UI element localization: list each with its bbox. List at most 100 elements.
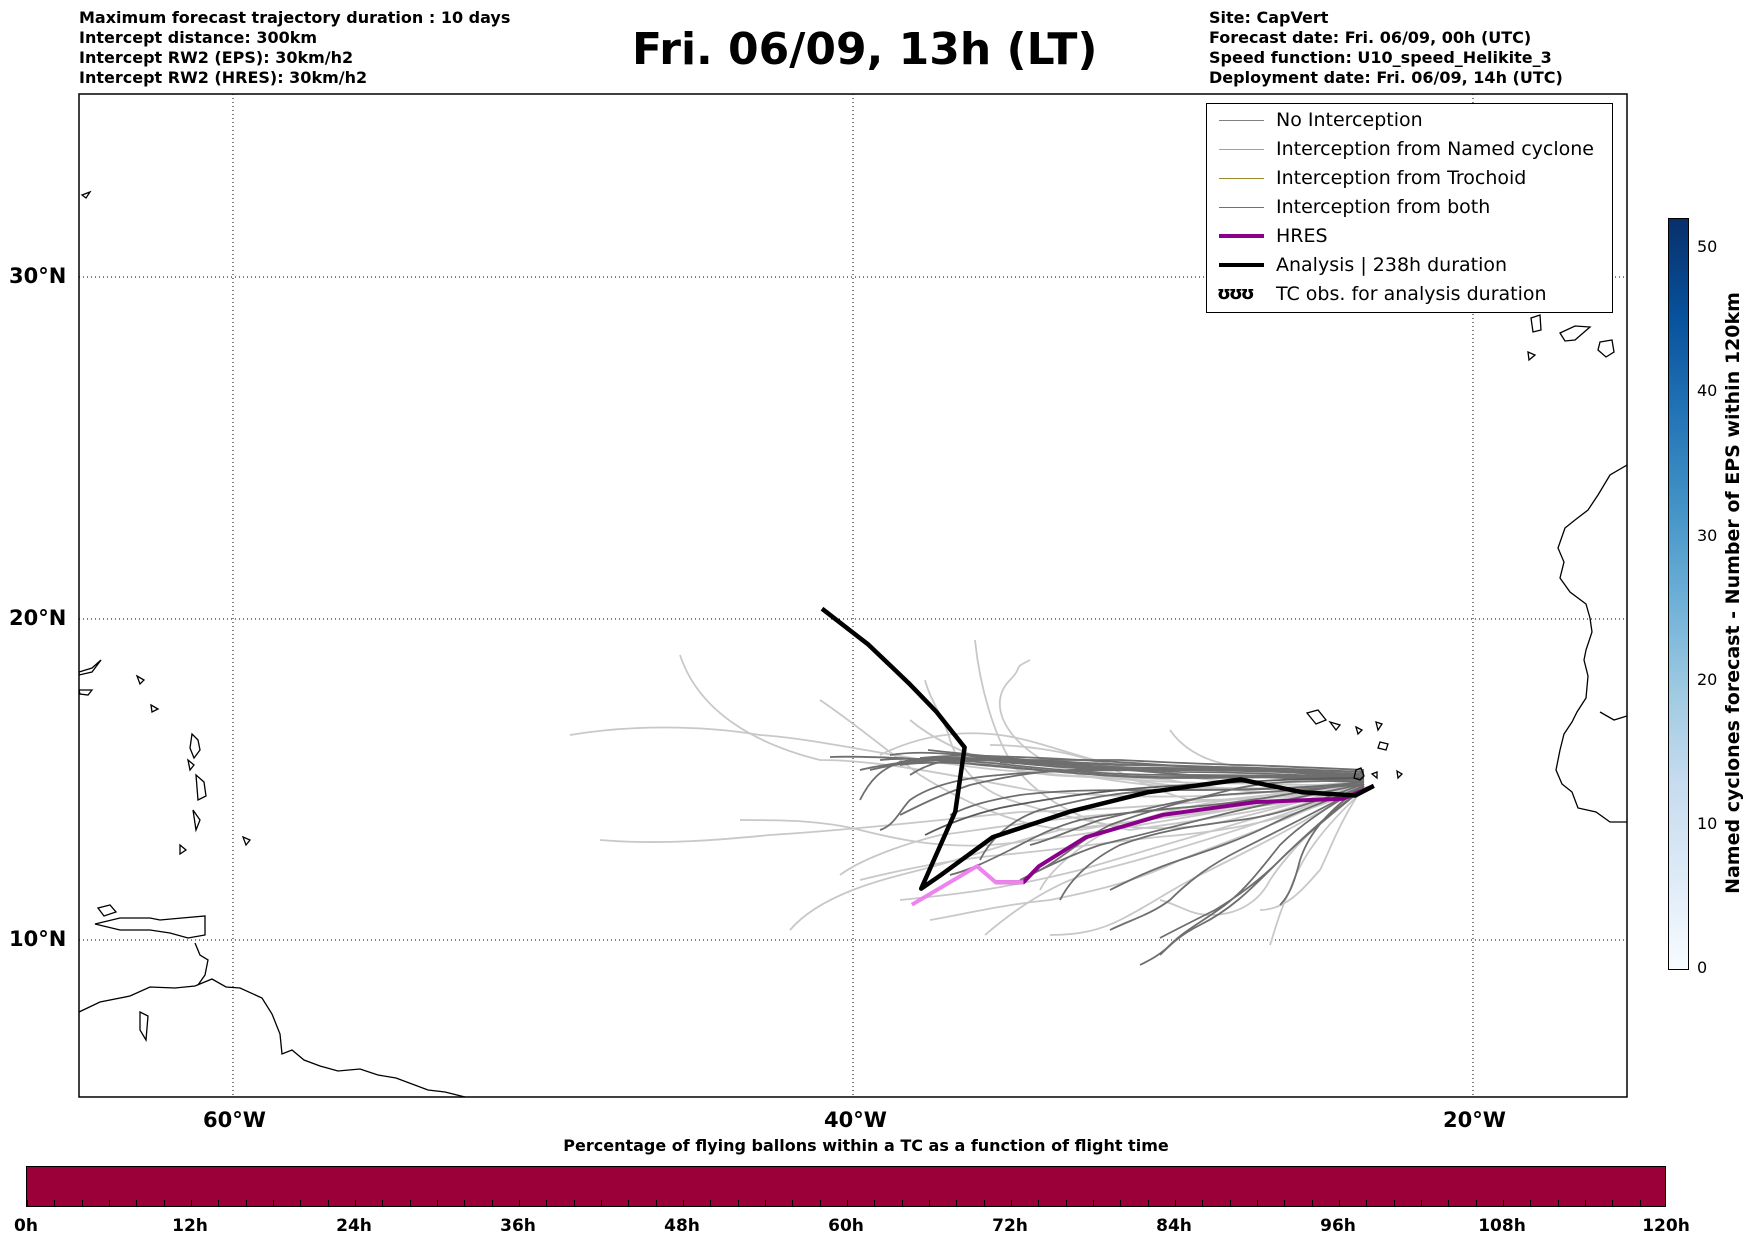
header-right-line: Speed function: U10_speed_Helikite_3 (1209, 48, 1552, 67)
flight-time-tickmark (1585, 1200, 1586, 1206)
legend-item-named-cyclone: Interception from Named cyclone (1213, 136, 1608, 164)
flight-time-tickmark (1530, 1200, 1532, 1206)
legend-item-hres: HRES (1213, 223, 1608, 251)
island (79, 689, 94, 696)
header-left-line: Intercept RW2 (HRES): 30km/h2 (79, 68, 368, 87)
flight-time-tickmark (1284, 1200, 1286, 1206)
legend-label: Interception from both (1276, 196, 1491, 218)
coastline-africa (1555, 464, 1627, 823)
colorbar-tick: 50 (1697, 237, 1718, 256)
island (1530, 314, 1542, 333)
flight-time-tickmark (683, 1200, 684, 1206)
flight-time-tickmark (628, 1200, 630, 1206)
flight-time-label: 24h (336, 1216, 372, 1236)
island (1328, 720, 1342, 732)
flight-time-tickmark (27, 1200, 28, 1206)
flight-time-tickmark (1339, 1200, 1340, 1206)
flight-time-tickmark (601, 1200, 602, 1206)
legend-line (1219, 207, 1264, 208)
colorbar-tick: 30 (1697, 526, 1718, 545)
legend-item-both: Interception from both (1213, 194, 1608, 222)
colorbar-tick: 10 (1697, 814, 1718, 833)
island (1559, 325, 1592, 342)
flight-time-tickmark (1011, 1200, 1012, 1206)
flight-time-tickmark (874, 1200, 876, 1206)
island (150, 703, 160, 713)
header-left-line: Intercept distance: 300km (79, 28, 318, 47)
flight-time-tickmark (573, 1200, 575, 1206)
flight-time-bar (26, 1166, 1666, 1207)
legend-item-trochoid: Interception from Trochoid (1213, 165, 1608, 193)
flight-time-tickmark (109, 1200, 110, 1206)
flight-time-tickmark (1229, 1200, 1231, 1206)
map-title: Fri. 06/09, 13h (LT) (632, 24, 1098, 75)
flight-time-tickmark (54, 1200, 56, 1206)
flight-time-tickmark (956, 1200, 958, 1206)
flight-time-tickmark (792, 1200, 794, 1206)
island (1377, 741, 1389, 751)
flight-time-label: 48h (664, 1216, 700, 1236)
flight-time-tickmark (1639, 1200, 1641, 1206)
flight-time-tickmark (1475, 1200, 1477, 1206)
lat-label-20n: 20°N (9, 606, 67, 630)
flight-time-tickmark (1202, 1200, 1204, 1206)
flight-time-label: 120h (1642, 1216, 1690, 1236)
island (1354, 725, 1364, 736)
flight-time-tickmark (491, 1200, 493, 1206)
hres-track-tail (910, 864, 1024, 907)
flight-time-label: 12h (172, 1216, 208, 1236)
flight-time-tickmark (983, 1200, 985, 1206)
island (187, 758, 195, 772)
coastline-africa-inlet (1599, 711, 1627, 721)
flight-time-label: 96h (1320, 1216, 1356, 1236)
island (80, 190, 92, 199)
flight-time-tickmark (737, 1200, 739, 1206)
island (1597, 339, 1615, 358)
island (96, 904, 118, 917)
flight-time-label: 108h (1478, 1216, 1526, 1236)
legend-item-tc-obs: ʊʊʊ TC obs. for analysis duration (1213, 281, 1608, 309)
flight-time-tickmark (655, 1200, 657, 1206)
flight-time-tickmark (1120, 1200, 1122, 1206)
legend-label: TC obs. for analysis duration (1276, 283, 1547, 305)
flight-time-tickmark (546, 1200, 548, 1206)
flight-time-tickmark (1175, 1200, 1176, 1206)
flight-time-tickmark (409, 1200, 411, 1206)
cape-verde-islands (1353, 767, 1378, 781)
colorbar-title: Named cyclones forecast - Number of EPS … (1722, 292, 1744, 894)
legend-label: No Interception (1276, 109, 1423, 131)
flight-time-label: 36h (500, 1216, 536, 1236)
flight-time-tickmark (300, 1200, 302, 1206)
flight-time-tickmark (245, 1200, 247, 1206)
flight-time-tickmark (1448, 1200, 1450, 1206)
island (179, 843, 188, 856)
legend: No Interception Interception from Named … (1206, 103, 1613, 313)
header-right-line: Site: CapVert (1209, 8, 1329, 27)
legend-line (1219, 178, 1264, 179)
analysis-track (820, 606, 1375, 891)
island (189, 732, 201, 760)
flight-time-tickmark (819, 1200, 821, 1206)
legend-line (1219, 149, 1264, 150)
flight-time-tickmark (519, 1200, 520, 1206)
legend-line (1219, 120, 1264, 121)
flight-time-tickmark (1557, 1200, 1559, 1206)
island (1375, 721, 1384, 732)
island (79, 659, 102, 676)
flight-time-tickmark (1421, 1200, 1422, 1206)
flight-time-tickmark (273, 1200, 274, 1206)
lat-label-10n: 10°N (9, 927, 67, 951)
lon-label-60w: 60°W (203, 1108, 266, 1132)
flight-time-label: 60h (828, 1216, 864, 1236)
island (1305, 709, 1328, 725)
flight-time-tickmark (136, 1200, 138, 1206)
flight-time-tickmark (191, 1200, 192, 1206)
flight-time-tickmark (1093, 1200, 1094, 1206)
header-left-line: Maximum forecast trajectory duration : 1… (79, 8, 511, 27)
flight-time-tickmark (929, 1200, 930, 1206)
header-right-line: Forecast date: Fri. 06/09, 00h (UTC) (1209, 28, 1532, 47)
lon-label-40w: 40°W (824, 1108, 887, 1132)
legend-line (1219, 234, 1264, 238)
flight-time-bar-title: Percentage of flying ballons within a TC… (563, 1136, 1169, 1155)
legend-item-analysis: Analysis | 238h duration (1213, 252, 1608, 280)
